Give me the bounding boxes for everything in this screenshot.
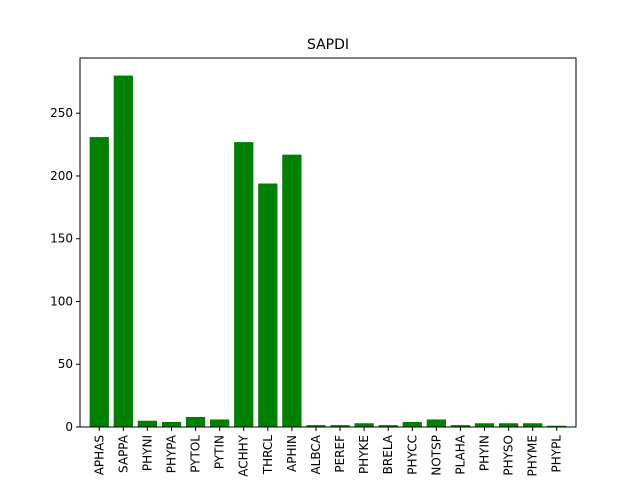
y-tick-label: 0: [65, 420, 73, 434]
x-tick-label-pytol: PYTOL: [189, 435, 203, 473]
bar-albca: [306, 425, 326, 427]
y-axis: 0 50 100 150 200 250: [50, 106, 80, 434]
x-tick-label-brela: BRELA: [381, 434, 395, 474]
y-tick-label: 250: [50, 106, 73, 120]
plot-frame: [79, 57, 577, 428]
x-tick-label-albca: ALBCA: [309, 434, 323, 474]
x-tick-label-sappa: SAPPA: [116, 434, 130, 473]
x-tick-label-plaha: PLAHA: [453, 434, 467, 474]
bar-phycc: [402, 421, 422, 427]
x-tick-label-aphin: APHIN: [285, 435, 299, 472]
x-tick-label-phypa: PHYPA: [164, 434, 178, 473]
bar-phyin: [474, 423, 495, 427]
x-tick-label-phyin: PHYIN: [478, 435, 492, 471]
x-tick-label-phyme: PHYME: [526, 435, 540, 477]
bar-sappa: [113, 75, 133, 428]
chart-title: SAPDI: [307, 37, 349, 53]
y-tick-label: 50: [58, 357, 73, 371]
x-tick-label-pytin: PYTIN: [213, 435, 227, 469]
x-tick-label-peref: PEREF: [333, 435, 347, 473]
y-tick-label: 200: [50, 169, 73, 183]
bar-notsp: [426, 419, 446, 427]
x-tick-label-phypl: PHYPL: [550, 435, 564, 473]
bar-physo: [498, 423, 519, 427]
x-tick-label-thrcl: THRCL: [261, 435, 275, 475]
bar-thrcl: [258, 183, 278, 427]
bar-aphas: [89, 137, 109, 428]
bar-plaha: [450, 425, 471, 427]
bar-peref: [330, 425, 350, 427]
bar-phypa: [161, 421, 182, 427]
bar-phyme: [523, 423, 543, 427]
bars-group: [89, 75, 567, 428]
x-axis: APHAS SAPPA PHYNI PHYPA PYTOL PYTIN ACHHY THRCL…: [92, 427, 564, 477]
bar-pytin: [210, 419, 230, 427]
x-tick-label-achhy: ACHHY: [237, 434, 251, 476]
x-tick-label-physo: PHYSO: [502, 435, 516, 476]
bar-pytol: [185, 416, 206, 427]
bar-achhy: [234, 142, 254, 427]
x-tick-label-phyni: PHYNI: [140, 435, 154, 471]
bar-aphin: [282, 154, 302, 427]
y-tick-label: 150: [50, 232, 73, 246]
x-tick-label-phycc: PHYCC: [405, 435, 419, 475]
bar-phypl: [547, 425, 567, 427]
x-tick-label-notsp: NOTSP: [429, 435, 443, 476]
bar-brela: [378, 425, 398, 427]
x-tick-label-aphas: APHAS: [92, 435, 106, 475]
bar-phyni: [137, 420, 158, 427]
bar-phyke: [354, 423, 374, 427]
y-tick-label: 100: [50, 294, 73, 308]
x-tick-label-phyke: PHYKE: [357, 435, 371, 474]
